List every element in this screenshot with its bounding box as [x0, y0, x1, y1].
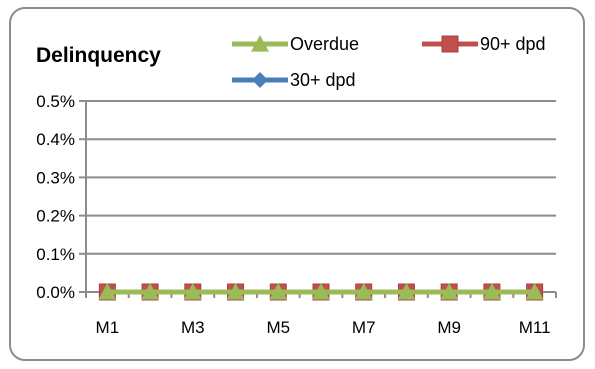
data-point [482, 283, 501, 300]
grid [79, 100, 556, 293]
x-tick-label: M9 [437, 318, 461, 337]
data-point [397, 283, 416, 300]
data-point [98, 283, 117, 300]
data-point [141, 283, 160, 300]
x-tick-label: M5 [266, 318, 290, 337]
legend-item: 30+ dpd [232, 70, 356, 90]
y-tick-label: 0.4% [36, 130, 75, 149]
series-overdue [98, 283, 544, 300]
chart-title: Delinquency [36, 44, 161, 67]
series-layer [98, 283, 544, 301]
y-tick-label: 0.5% [36, 92, 75, 111]
x-tick-label: M7 [352, 318, 376, 337]
tick-labels: 0.0% 0.1% 0.2% 0.3% 0.4% 0.5% M1 M3 M5 M7 M9 M11 [36, 92, 550, 337]
data-point [183, 283, 202, 300]
data-point [354, 283, 373, 300]
axes [85, 101, 557, 298]
legend-marker [252, 72, 268, 88]
legend-item: 90+ dpd [422, 34, 546, 54]
legend-marker [251, 35, 269, 52]
x-tick-label: M3 [181, 318, 205, 337]
x-tick-label: M11 [519, 318, 551, 337]
data-point [312, 283, 330, 300]
data-point [525, 283, 544, 300]
chart-frame [9, 7, 585, 361]
data-point [440, 283, 459, 300]
y-tick-label: 0.2% [36, 207, 75, 226]
legend-marker [441, 35, 459, 53]
y-tick-label: 0.1% [36, 245, 75, 264]
legend-label: 30+ dpd [290, 70, 356, 90]
legend: Overdue 90+ dpd 30+ dpd [232, 34, 546, 90]
legend-item: Overdue [232, 34, 359, 54]
data-point [269, 283, 288, 300]
data-point [226, 283, 245, 300]
legend-label: Overdue [290, 34, 359, 54]
legend-label: 90+ dpd [480, 34, 546, 54]
y-tick-label: 0.0% [36, 283, 75, 302]
y-tick-label: 0.3% [36, 168, 75, 187]
x-tick-label: M1 [96, 318, 120, 337]
